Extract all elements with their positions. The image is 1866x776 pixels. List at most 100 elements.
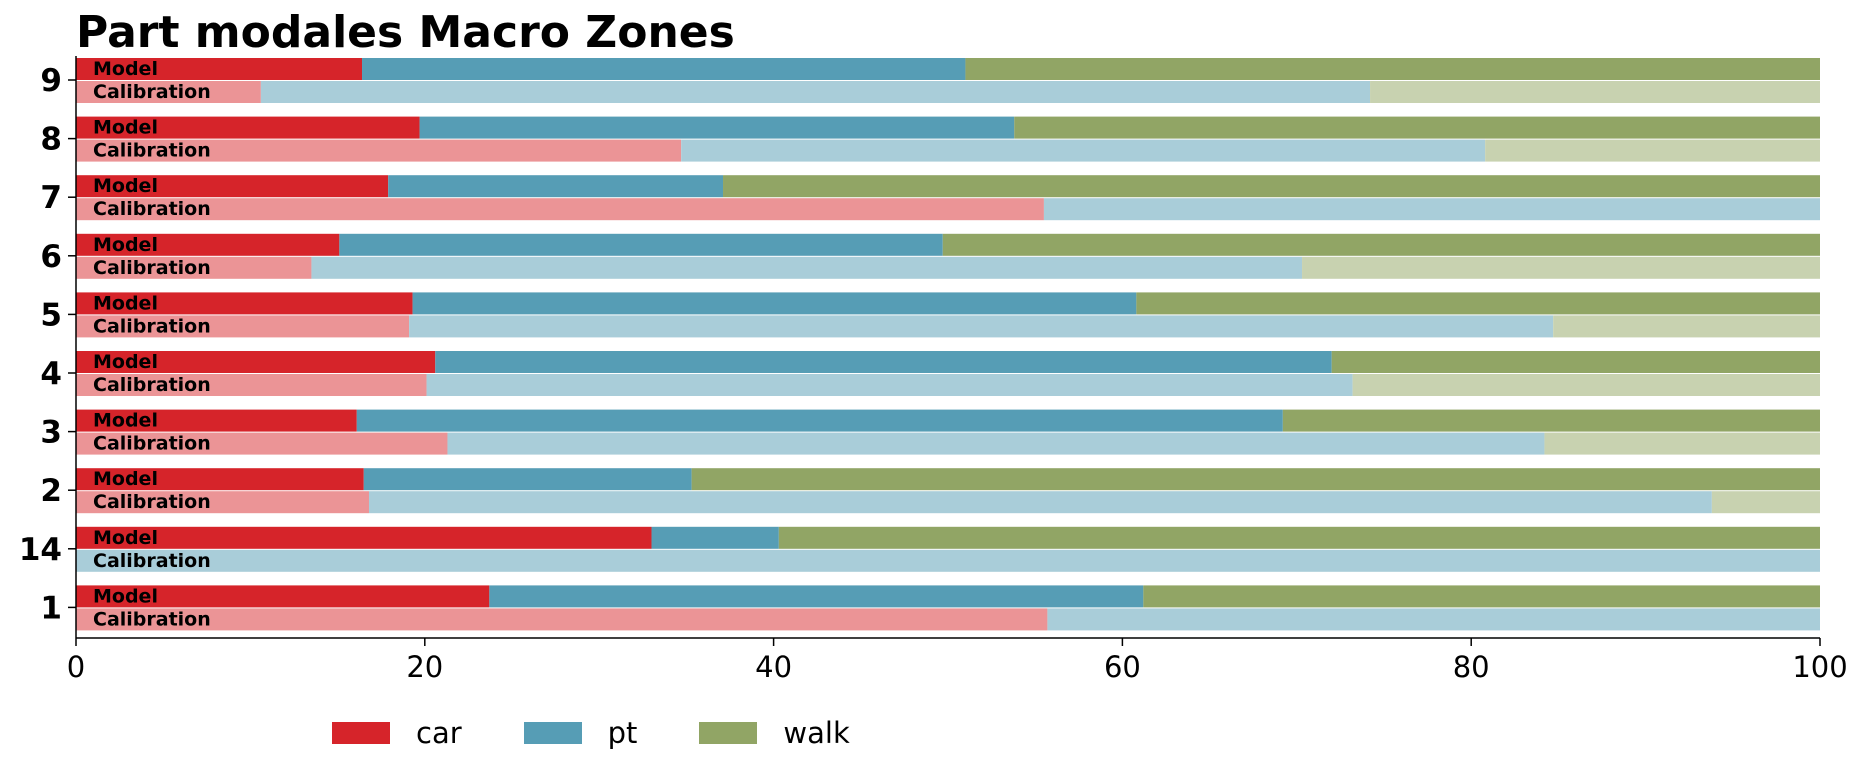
x-tick-label-100: 100 — [1792, 650, 1847, 684]
bar-7-model-pt — [388, 175, 724, 198]
bar-label-8-calibration: Calibration — [93, 140, 211, 162]
bar-1-model-pt — [489, 585, 1144, 608]
y-tick-label-5: 5 — [40, 297, 62, 333]
legend-item-pt: pt — [523, 716, 638, 750]
bar-8-calibration-pt — [681, 139, 1486, 162]
bar-8-model-pt — [419, 116, 1015, 139]
bar-4-model-pt — [435, 351, 1332, 373]
bar-7-calibration-pt — [1043, 198, 1820, 221]
bar-1-model-walk — [1143, 585, 1820, 608]
bar-6-model-walk — [942, 233, 1820, 256]
bar-4-calibration-car — [76, 374, 427, 396]
bar-8-model-car — [76, 116, 420, 139]
bar-label-6-calibration: Calibration — [93, 257, 211, 279]
bars-layer — [76, 58, 1820, 631]
bar-8-model-walk — [1014, 116, 1820, 139]
bar-14-model-car — [76, 526, 652, 549]
bar-1-calibration-car — [76, 608, 1048, 631]
bar-label-14-model: Model — [93, 527, 158, 549]
y-tick-label-3: 3 — [40, 415, 62, 451]
bar-5-calibration-car — [76, 315, 410, 338]
bar-14-calibration-pt — [76, 549, 1820, 572]
bar-2-model-car — [76, 468, 364, 491]
y-tick-label-9: 9 — [40, 63, 62, 99]
bar-5-calibration-walk — [1553, 315, 1820, 338]
bar-3-model-pt — [356, 409, 1283, 432]
bar-9-calibration-car — [76, 81, 261, 103]
bar-label-5-model: Model — [93, 292, 158, 314]
y-tick-label-1: 1 — [40, 590, 62, 626]
bar-14-model-walk — [778, 526, 1820, 549]
y-tick-label-7: 7 — [40, 180, 62, 216]
x-tick-label-80: 80 — [1453, 650, 1490, 684]
x-tick-label-40: 40 — [755, 650, 792, 684]
bar-3-model-walk — [1282, 409, 1820, 432]
bar-label-1-calibration: Calibration — [93, 608, 211, 630]
legend-label-pt: pt — [607, 716, 638, 750]
legend-swatch-car — [332, 722, 390, 744]
y-tick-label-4: 4 — [40, 356, 62, 392]
legend-item-car: car — [332, 716, 462, 750]
axes-layer: 9 8 7 6 5 4 3 2 14 10 20 40 60 80 100 — [19, 56, 1848, 684]
bar-6-model-pt — [339, 233, 943, 256]
bar-labels-layer: ModelCalibrationModelCalibrationModelCal… — [93, 58, 211, 630]
bar-8-calibration-walk — [1485, 139, 1820, 162]
bar-label-9-calibration: Calibration — [93, 81, 211, 103]
x-tick-label-0: 0 — [67, 650, 85, 684]
bar-4-model-car — [76, 351, 436, 373]
bar-5-calibration-pt — [409, 315, 1554, 338]
bar-2-model-pt — [363, 468, 692, 491]
bar-9-model-pt — [362, 58, 966, 80]
bar-label-6-model: Model — [93, 234, 158, 256]
bar-label-1-model: Model — [93, 585, 158, 607]
bar-label-7-calibration: Calibration — [93, 198, 211, 220]
bar-7-calibration-car — [76, 198, 1044, 221]
y-tick-label-6: 6 — [40, 239, 62, 275]
y-tick-label-2: 2 — [40, 473, 62, 509]
bar-1-model-car — [76, 585, 490, 608]
bar-label-4-model: Model — [93, 351, 158, 373]
bar-label-7-model: Model — [93, 175, 158, 197]
bar-4-model-walk — [1331, 351, 1820, 373]
bar-7-model-walk — [723, 175, 1820, 198]
bar-14-model-pt — [651, 526, 779, 549]
bar-9-calibration-walk — [1370, 81, 1820, 103]
y-tick-label-8: 8 — [40, 122, 62, 158]
x-tick-label-60: 60 — [1104, 650, 1141, 684]
bar-6-calibration-walk — [1302, 256, 1820, 279]
legend: car pt walk — [332, 716, 912, 750]
legend-item-walk: walk — [699, 716, 850, 750]
bar-label-9-model: Model — [93, 58, 158, 80]
bar-9-calibration-pt — [260, 81, 1371, 103]
bar-8-calibration-car — [76, 139, 682, 162]
bar-3-calibration-car — [76, 432, 448, 455]
legend-label-walk: walk — [783, 716, 850, 750]
bar-5-model-walk — [1136, 292, 1820, 315]
bar-4-calibration-pt — [426, 374, 1353, 396]
bar-6-calibration-pt — [311, 256, 1303, 279]
bar-label-2-calibration: Calibration — [93, 491, 211, 513]
bar-4-calibration-walk — [1352, 374, 1820, 396]
bar-2-calibration-walk — [1711, 491, 1820, 514]
bar-6-model-car — [76, 233, 340, 256]
bar-label-8-model: Model — [93, 117, 158, 139]
bar-label-5-calibration: Calibration — [93, 315, 211, 337]
bar-label-3-model: Model — [93, 410, 158, 432]
bar-label-4-calibration: Calibration — [93, 374, 211, 396]
bar-3-calibration-pt — [447, 432, 1545, 455]
legend-swatch-walk — [699, 722, 758, 744]
legend-label-car: car — [416, 716, 462, 750]
bar-2-model-walk — [691, 468, 1820, 491]
bar-6-calibration-car — [76, 256, 312, 279]
legend-swatch-pt — [523, 722, 582, 744]
chart-title: Part modales Macro Zones — [76, 7, 735, 58]
bar-5-model-pt — [412, 292, 1137, 315]
bar-9-model-walk — [965, 58, 1820, 80]
x-tick-label-20: 20 — [406, 650, 443, 684]
bar-3-model-car — [76, 409, 357, 432]
bar-7-model-car — [76, 175, 389, 198]
y-tick-label-14: 14 — [19, 532, 62, 568]
bar-1-calibration-pt — [1047, 608, 1820, 631]
bar-5-model-car — [76, 292, 413, 315]
